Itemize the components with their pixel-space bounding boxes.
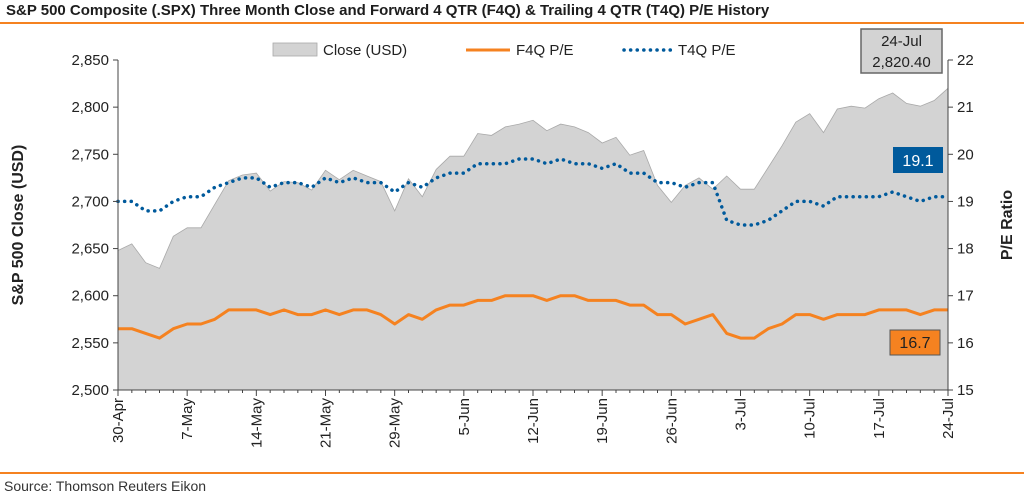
legend: Close (USD) F4Q P/E T4Q P/E	[272, 42, 736, 59]
legend-label-close: Close (USD)	[323, 42, 407, 59]
x-tick-label: 3-Jul	[733, 398, 750, 431]
close-annotation-box	[860, 28, 943, 74]
close-area	[117, 87, 949, 391]
y-tick-label: 2,800	[71, 99, 109, 116]
t4q-value-box	[893, 147, 943, 173]
y2-tick-label: 18	[957, 241, 974, 258]
chart-canvas: 2,500 2,550 2,600 2,650 2,700 2,750 2,800 2,850…	[10, 28, 1016, 448]
annotations: 24-Jul 2,820.40 19.1 16.7	[860, 28, 943, 356]
x-tick-label: 26-Jun	[663, 398, 680, 444]
y2-tick-label: 16	[957, 335, 974, 352]
y2-axis-title: P/E Ratio	[999, 190, 1016, 260]
y2-tick-label: 19	[957, 193, 974, 210]
y2-tick-label: 17	[957, 288, 974, 305]
y-tick-label: 2,850	[71, 52, 109, 69]
y2-tick-label: 20	[957, 146, 974, 163]
x-tick-label: 10-Jul	[802, 398, 819, 439]
t4q-line	[116, 157, 950, 227]
f4q-line	[118, 294, 948, 340]
y-tick-label: 2,600	[71, 288, 109, 305]
x-tick-label: 30-Apr	[110, 398, 127, 443]
y-tick-label: 2,750	[71, 146, 109, 163]
x-tick-label: 12-Jun	[525, 398, 542, 444]
pe-lines-layer	[116, 157, 950, 340]
x-tick-label: 21-May	[318, 398, 335, 449]
y-tick-label: 2,550	[71, 335, 109, 352]
y-axis-title: S&P 500 Close (USD)	[10, 145, 27, 306]
y-tick-label: 2,700	[71, 193, 109, 210]
legend-label-f4q: F4Q P/E	[516, 42, 574, 59]
source-note: Source: Thomson Reuters Eikon	[4, 478, 207, 494]
close-area-layer	[117, 87, 949, 391]
x-tick-label: 5-Jun	[456, 398, 473, 436]
f4q-value-label: 16.7	[899, 335, 930, 352]
y2-tick-label: 22	[957, 52, 974, 69]
close-annotation-value: 2,820.40	[872, 54, 930, 71]
footer-rule	[0, 472, 1024, 474]
y2-tick-label: 21	[957, 99, 974, 116]
f4q-value-box	[889, 329, 941, 356]
t4q-value-label: 19.1	[902, 153, 933, 170]
x-tick-label: 29-May	[387, 398, 404, 449]
close-annotation-date: 24-Jul	[881, 33, 922, 50]
x-tick-label: 17-Jul	[871, 398, 888, 439]
y-tick-label: 2,650	[71, 241, 109, 258]
chart-title: S&P 500 Composite (.SPX) Three Month Clo…	[6, 2, 770, 19]
x-tick-label: 24-Jul	[940, 398, 957, 439]
y2-tick-label: 15	[957, 382, 974, 399]
legend-label-t4q: T4Q P/E	[678, 42, 736, 59]
legend-swatch-close	[272, 42, 318, 57]
x-tick-label: 7-May	[179, 398, 196, 440]
title-rule	[0, 22, 1024, 24]
x-tick-label: 14-May	[248, 398, 265, 449]
y-tick-label: 2,500	[71, 382, 109, 399]
x-tick-label: 19-Jun	[594, 398, 611, 444]
axes-layer: 2,500 2,550 2,600 2,650 2,700 2,750 2,800 2,850…	[10, 52, 1016, 448]
